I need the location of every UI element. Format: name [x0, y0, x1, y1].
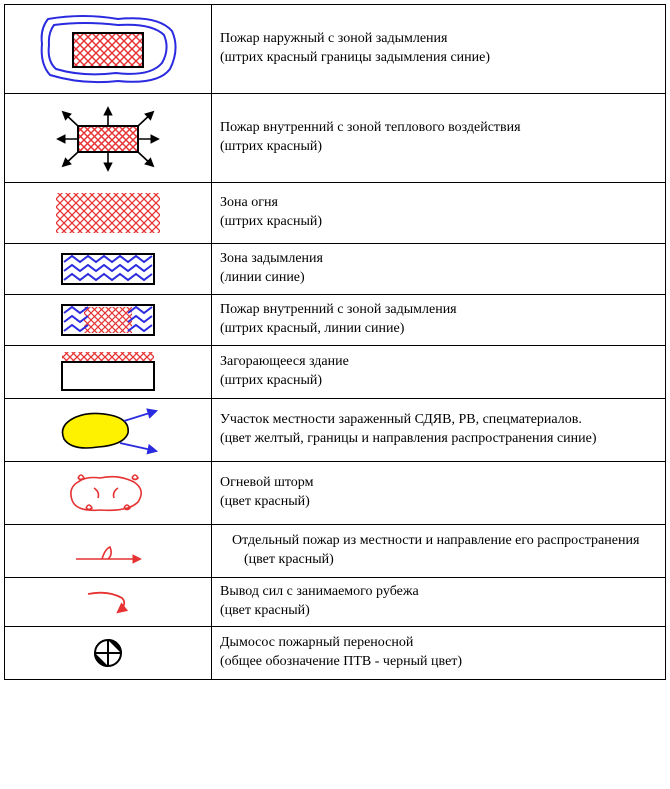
symbol-cell	[5, 462, 212, 525]
desc-cell: Пожар внутренний с зоной задымления (штр…	[212, 295, 666, 346]
symbol-cell	[5, 399, 212, 462]
desc-cell: Пожар наружный с зоной задымления (штрих…	[212, 5, 666, 94]
desc-cell: Загорающееся здание (штрих красный)	[212, 346, 666, 399]
table-row: Зона задымления (линии синие)	[5, 244, 666, 295]
symbol-cell	[5, 627, 212, 680]
firestorm-icon	[28, 466, 188, 520]
symbol-cell	[5, 94, 212, 183]
row-note: (общее обозначение ПТВ - черный цвет)	[220, 653, 657, 672]
desc-cell: Дымосос пожарный переносной (общее обозн…	[212, 627, 666, 680]
row-title: Загорающееся здание	[220, 354, 349, 369]
symbol-cell	[5, 244, 212, 295]
contaminated-area-icon	[28, 403, 188, 457]
row-title: Дымосос пожарный переносной	[220, 635, 413, 650]
row-note: (цвет красный)	[244, 551, 657, 570]
table-row: Пожар внутренний с зоной теплового возде…	[5, 94, 666, 183]
external-fire-smoke-icon	[28, 9, 188, 89]
fire-zone-icon	[28, 187, 188, 239]
desc-cell: Огневой шторм (цвет красный)	[212, 462, 666, 525]
row-note: (цвет красный)	[220, 602, 657, 621]
row-note: (штрих красный)	[220, 372, 657, 391]
row-title: Отдельный пожар из местности и направлен…	[232, 533, 639, 548]
table-row: Вывод сил с занимаемого рубежа (цвет кра…	[5, 578, 666, 627]
row-title: Участок местности зараженный СДЯВ, РВ, с…	[220, 412, 582, 427]
symbol-cell	[5, 5, 212, 94]
symbol-cell	[5, 295, 212, 346]
table-row: Отдельный пожар из местности и направлен…	[5, 525, 666, 578]
internal-fire-smoke-icon	[28, 299, 188, 341]
row-title: Пожар внутренний с зоной задымления	[220, 302, 457, 317]
desc-cell: Зона огня (штрих красный)	[212, 183, 666, 244]
row-note: (цвет красный)	[220, 493, 657, 512]
symbol-cell	[5, 578, 212, 627]
desc-cell: Отдельный пожар из местности и направлен…	[212, 525, 666, 578]
table-row: Зона огня (штрих красный)	[5, 183, 666, 244]
row-title: Вывод сил с занимаемого рубежа	[220, 584, 419, 599]
row-note: (штрих красный)	[220, 213, 657, 232]
desc-cell: Пожар внутренний с зоной теплового возде…	[212, 94, 666, 183]
table-row: Пожар внутренний с зоной задымления (штр…	[5, 295, 666, 346]
row-title: Огневой шторм	[220, 475, 313, 490]
desc-cell: Участок местности зараженный СДЯВ, РВ, с…	[212, 399, 666, 462]
row-note: (штрих красный)	[220, 138, 657, 157]
smoke-zone-icon	[28, 248, 188, 290]
row-note: (штрих красный границы задымления синие)	[220, 49, 657, 68]
table-row: Пожар наружный с зоной задымления (штрих…	[5, 5, 666, 94]
desc-cell: Зона задымления (линии синие)	[212, 244, 666, 295]
table-row: Огневой шторм (цвет красный)	[5, 462, 666, 525]
smoke-exhauster-icon	[28, 631, 188, 675]
row-note: (цвет желтый, границы и направления расп…	[220, 430, 657, 449]
symbol-cell	[5, 525, 212, 578]
symbol-cell	[5, 183, 212, 244]
legend-table: Пожар наружный с зоной задымления (штрих…	[4, 4, 666, 680]
igniting-building-icon	[28, 350, 188, 394]
table-row: Участок местности зараженный СДЯВ, РВ, с…	[5, 399, 666, 462]
row-title: Зона задымления	[220, 251, 323, 266]
withdrawal-icon	[28, 582, 188, 622]
row-title: Зона огня	[220, 195, 278, 210]
symbol-cell	[5, 346, 212, 399]
row-title: Пожар внутренний с зоной теплового возде…	[220, 120, 521, 135]
table-row: Загорающееся здание (штрих красный)	[5, 346, 666, 399]
desc-cell: Вывод сил с занимаемого рубежа (цвет кра…	[212, 578, 666, 627]
row-title: Пожар наружный с зоной задымления	[220, 31, 447, 46]
table-row: Дымосос пожарный переносной (общее обозн…	[5, 627, 666, 680]
isolated-fire-direction-icon	[28, 529, 188, 573]
internal-fire-heat-icon	[28, 98, 188, 178]
row-note: (штрих красный, линии синие)	[220, 320, 657, 339]
row-note: (линии синие)	[220, 269, 657, 288]
